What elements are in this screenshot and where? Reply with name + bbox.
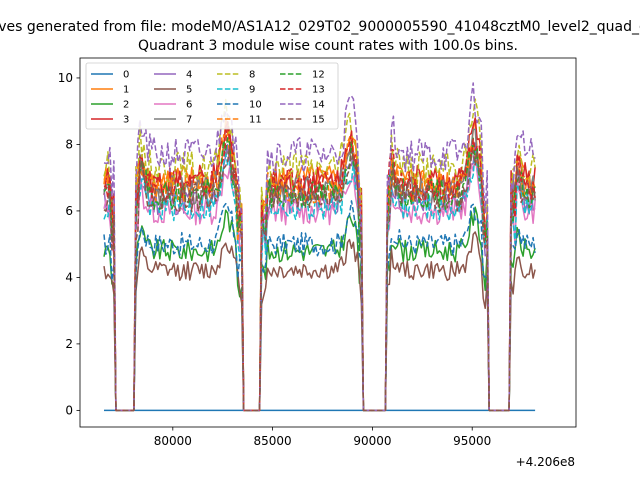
series-line-13 [103, 120, 536, 412]
legend-label-5: 5 [186, 85, 192, 96]
legend-label-14: 14 [312, 100, 325, 111]
x-offset-label: +4.206e8 [516, 455, 575, 469]
legend-label-1: 1 [123, 85, 129, 96]
chart-suptitle: Light curves generated from file: modeM0… [0, 19, 640, 35]
legend-label-7: 7 [186, 115, 192, 126]
legend-label-4: 4 [186, 70, 192, 81]
series-line-6 [103, 154, 536, 412]
chart-title: Quadrant 3 module wise count rates with … [138, 38, 518, 54]
legend-label-15: 15 [312, 115, 325, 126]
series-line-2 [103, 206, 536, 412]
legend-label-13: 13 [312, 85, 325, 96]
series-line-12 [103, 137, 536, 412]
legend-label-6: 6 [186, 100, 192, 111]
y-tick-label: 10 [58, 71, 73, 85]
series-line-15 [103, 145, 536, 412]
legend-label-8: 8 [249, 70, 255, 81]
series-line-8 [103, 98, 536, 412]
series-line-5 [103, 231, 536, 412]
x-tick-label: 85000 [254, 434, 292, 448]
plot-frame [79, 57, 577, 428]
legend-label-0: 0 [123, 70, 129, 81]
legend-label-11: 11 [249, 115, 262, 126]
y-tick-label: 6 [65, 204, 73, 218]
legend-label-3: 3 [123, 115, 129, 126]
legend-label-9: 9 [249, 85, 255, 96]
legend-label-2: 2 [123, 100, 129, 111]
y-tick-label: 4 [65, 270, 73, 284]
legend-label-10: 10 [249, 100, 262, 111]
legend-box [85, 62, 339, 130]
series-layer [103, 82, 536, 412]
x-tick-label: 95000 [453, 434, 491, 448]
y-tick-label: 2 [65, 337, 73, 351]
y-tick-label: 0 [65, 403, 73, 417]
y-tick-label: 8 [65, 137, 73, 151]
x-tick-label: 90000 [353, 434, 391, 448]
legend-label-12: 12 [312, 70, 325, 81]
series-line-10 [103, 200, 536, 412]
x-tick-label: 80000 [154, 434, 192, 448]
